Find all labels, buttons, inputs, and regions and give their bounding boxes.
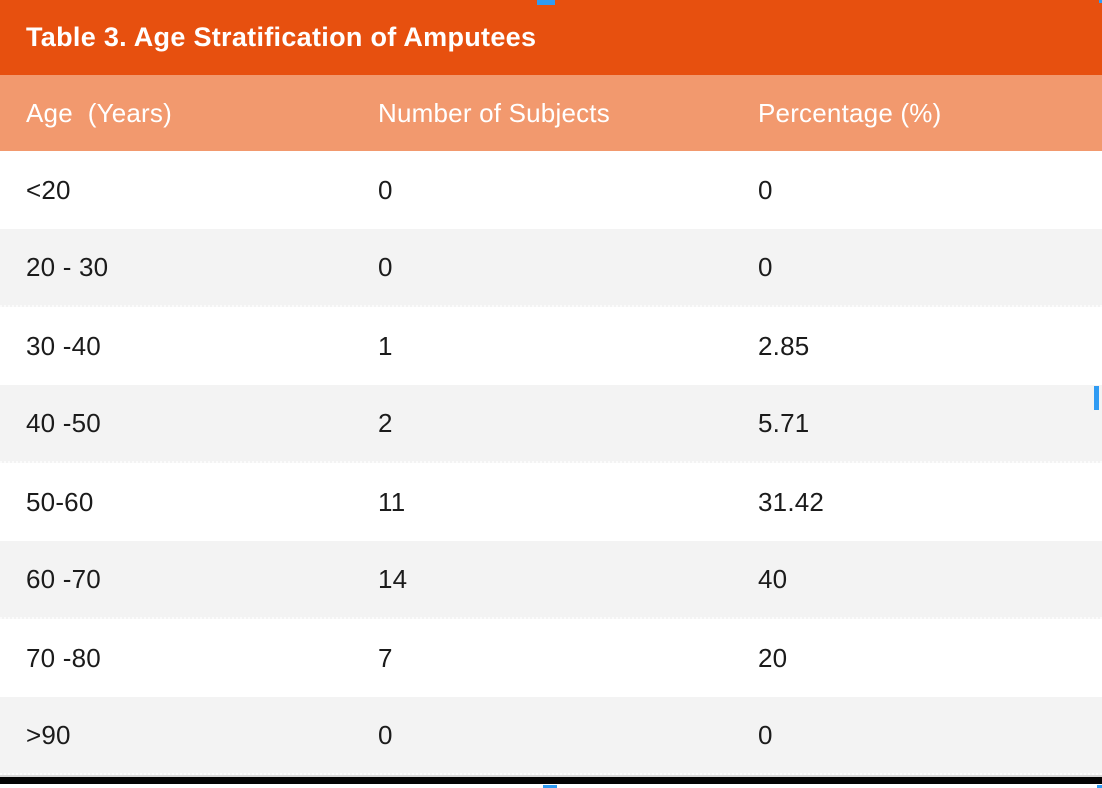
table-title-bar: Table 3. Age Stratification of Amputees — [0, 0, 1102, 75]
cell-age: 50-60 — [26, 486, 94, 517]
cell-age: 20 - 30 — [26, 251, 109, 282]
table-header-row: Age (Years) Number of Subjects Percentag… — [0, 75, 1102, 151]
cell-age: >90 — [26, 719, 71, 750]
cell-percentage: 0 — [758, 251, 773, 282]
crop-handle-top-center-icon[interactable] — [537, 0, 555, 5]
column-header-subjects: Number of Subjects — [378, 97, 610, 128]
bottom-black-bar — [0, 777, 1102, 784]
column-header-age: Age (Years) — [26, 97, 172, 128]
cell-percentage: 5.71 — [758, 407, 810, 438]
table-row: 40 -50 2 5.71 — [0, 385, 1102, 463]
column-header-percentage: Percentage (%) — [758, 97, 942, 128]
crop-handle-top-right-icon[interactable] — [1099, 0, 1102, 3]
cell-subjects: 0 — [378, 251, 393, 282]
cell-age: 70 -80 — [26, 642, 101, 673]
crop-handle-right-middle-icon[interactable] — [1094, 386, 1099, 410]
cell-percentage: 40 — [758, 563, 788, 594]
table-row: >90 0 0 — [0, 697, 1102, 775]
cell-subjects: 2 — [378, 407, 393, 438]
cell-age: <20 — [26, 174, 71, 205]
table-row: 60 -70 14 40 — [0, 541, 1102, 619]
cell-subjects: 14 — [378, 563, 408, 594]
table-row: <20 0 0 — [0, 151, 1102, 229]
table-row: 20 - 30 0 0 — [0, 229, 1102, 307]
cell-percentage: 31.42 — [758, 486, 825, 517]
cell-percentage: 0 — [758, 174, 773, 205]
table-row: 50-60 11 31.42 — [0, 463, 1102, 541]
cell-age: 30 -40 — [26, 330, 101, 361]
table-row: 30 -40 1 2.85 — [0, 307, 1102, 385]
cell-subjects: 1 — [378, 330, 393, 361]
table-row: 70 -80 7 20 — [0, 619, 1102, 697]
crop-handle-bottom-right-icon[interactable] — [1097, 785, 1102, 788]
cell-subjects: 0 — [378, 719, 393, 750]
cell-percentage: 20 — [758, 642, 788, 673]
table-title: Table 3. Age Stratification of Amputees — [26, 22, 537, 52]
cell-subjects: 11 — [378, 486, 406, 517]
crop-handle-bottom-center-icon[interactable] — [543, 785, 557, 788]
cell-subjects: 0 — [378, 174, 393, 205]
table-bottom-divider — [0, 775, 1102, 777]
cell-percentage: 2.85 — [758, 330, 810, 361]
cell-age: 60 -70 — [26, 563, 101, 594]
cell-age: 40 -50 — [26, 407, 101, 438]
cell-subjects: 7 — [378, 642, 393, 673]
cell-percentage: 0 — [758, 719, 773, 750]
